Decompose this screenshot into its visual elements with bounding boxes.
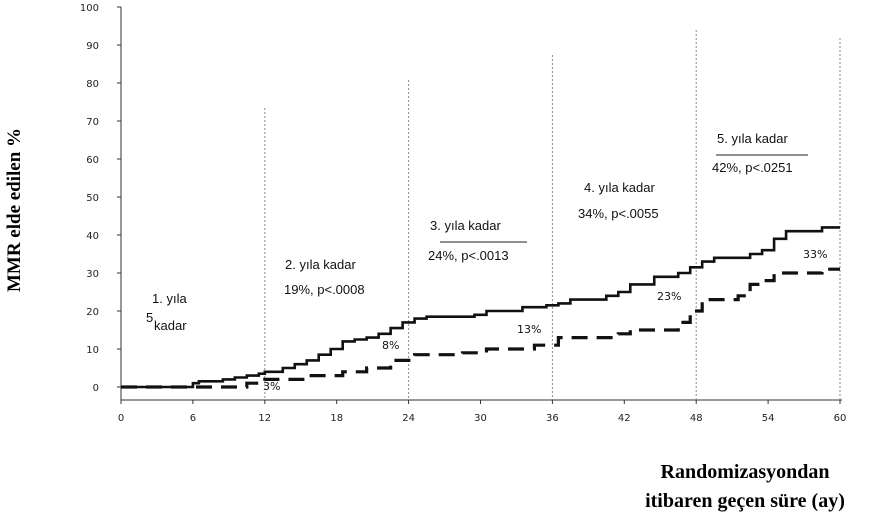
x-axis-label-line1: Randomizasyondan [660,461,830,483]
y-tick-label: 20 [86,307,99,318]
x-tick-label: 36 [546,413,559,424]
label-year3-dashed: 13% [517,323,541,336]
annotation-year5-title: 5. yıla kadar [717,131,788,146]
series-solid-line [121,226,840,389]
annotation-year2-stat: 19%, p<.0008 [284,282,365,297]
year-divider-lines [264,30,841,400]
y-tick-label: 70 [86,117,99,128]
x-tick-label: 60 [834,413,847,424]
y-tick-label: 60 [86,155,99,166]
y-tick-label: 40 [86,231,99,242]
label-year5-dashed: 33% [803,248,827,261]
x-tick-label: 6 [190,413,196,424]
label-year1-dashed: 3% [263,380,280,393]
annotation-year5-stat: 42%, p<.0251 [712,160,793,175]
y-tick-label: 90 [86,41,99,52]
x-tick-label: 30 [474,413,487,424]
annotation-year2-title: 2. yıla kadar [285,257,356,272]
annotation-year4-title: 4. yıla kadar [584,180,655,195]
x-tick-label: 42 [618,413,631,424]
annotation-year4-stat: 34%, p<.0055 [578,206,659,221]
y-tick-label: 50 [86,193,99,204]
y-tick-label: 0 [93,383,99,394]
series-dashed-line [121,267,840,389]
annotation-year1-line2: kadar [154,318,187,333]
chart-series [121,226,840,389]
y-tick-label: 100 [80,3,99,14]
x-tick-label: 12 [258,413,271,424]
x-tick-label: 24 [402,413,415,424]
y-axis-label: MMR elde edilen % [4,128,25,292]
x-tick-label: 48 [690,413,703,424]
x-tick-label: 18 [330,413,343,424]
label-year2-dashed: 8% [382,339,399,352]
x-tick-label: 54 [762,413,775,424]
y-tick-label: 10 [86,345,99,356]
x-axis-label-line2: itibaren geçen süre (ay) [645,490,845,512]
annotation-year1-small: 5 [146,310,153,325]
annotation-year3-title: 3. yıla kadar [430,218,501,233]
annotation-year3-stat: 24%, p<.0013 [428,248,509,263]
x-axis-label: Randomizasyondan itibaren geçen süre (ay… [600,458,890,516]
x-tick-label: 0 [118,413,124,424]
y-tick-label: 30 [86,269,99,280]
y-tick-label: 80 [86,79,99,90]
annotation-year1-line1: 1. yıla [152,291,187,306]
label-year4-dashed: 23% [657,290,681,303]
